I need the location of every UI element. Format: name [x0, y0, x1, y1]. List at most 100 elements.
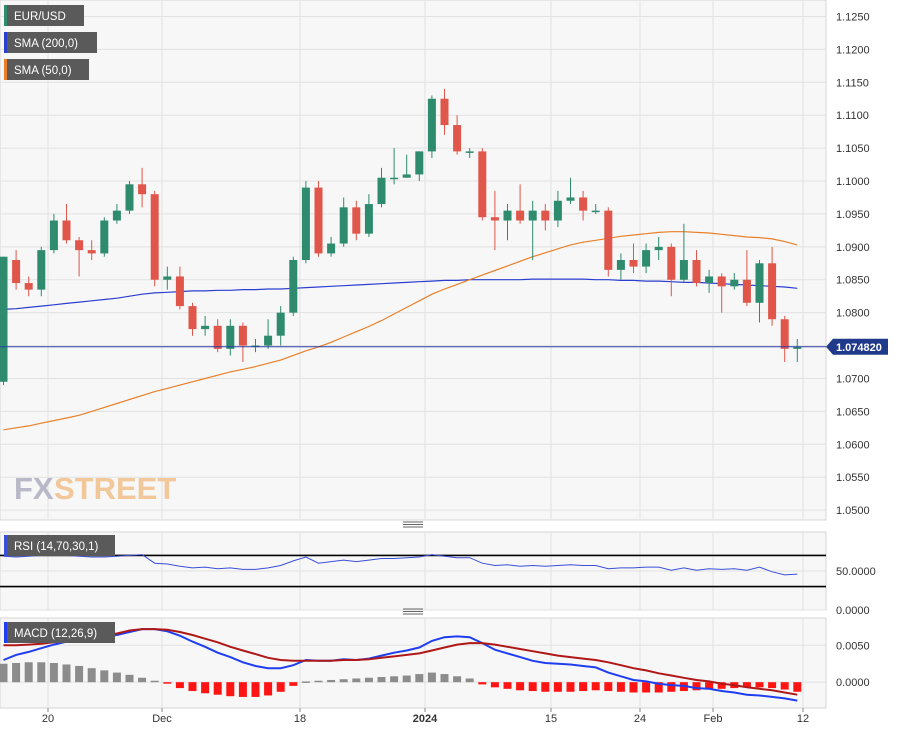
candle-up [390, 148, 399, 185]
candle-body [768, 263, 777, 320]
y-tick-label: 1.0650 [836, 406, 870, 418]
candle-up [112, 204, 121, 224]
macd-histogram-bar [352, 678, 361, 683]
macd-histogram-bar [201, 682, 210, 694]
macd-histogram-bar [163, 682, 172, 684]
x-tick-label: 24 [634, 713, 646, 725]
candle-body [24, 283, 33, 290]
candle-body [377, 177, 386, 205]
y-tick-label: 1.0800 [836, 308, 870, 320]
candle-down [667, 243, 676, 297]
y-tick-label: 50.0000 [836, 566, 876, 578]
legend-symbol-label: EUR/USD [14, 11, 66, 23]
macd-histogram-bar [528, 682, 537, 692]
candle-body [150, 194, 159, 280]
x-tick-label: Feb [704, 713, 723, 725]
candle-down [629, 243, 638, 274]
candle-body [654, 246, 663, 251]
x-axis-labels: 20 Dec 18 2024 15 24 Feb 12 [42, 708, 809, 725]
candle-body [566, 197, 575, 201]
candle-up [301, 181, 310, 264]
main-plot-area [0, 0, 827, 521]
macd-histogram-bar [579, 682, 588, 692]
candle-body [352, 207, 361, 234]
candle-body [12, 260, 21, 284]
candle-body [49, 220, 58, 251]
candle-body [503, 210, 512, 221]
macd-histogram-bar [301, 681, 310, 683]
y-tick-label: 1.0500 [836, 505, 870, 517]
candle-down [768, 246, 777, 326]
macd-histogram-bar [150, 680, 159, 683]
candle-up [339, 197, 348, 247]
candle-up [553, 190, 562, 228]
y-tick-label: 1.1000 [836, 176, 870, 188]
macd-histogram-bar [478, 682, 487, 685]
legend-symbol[interactable]: EUR/USD [4, 5, 84, 26]
macd-histogram-bar [364, 677, 373, 683]
macd-histogram-bar [289, 682, 298, 686]
candle-body [327, 243, 336, 254]
candle-up [730, 273, 739, 290]
candle-body [679, 260, 688, 280]
candle-body [264, 335, 273, 346]
current-price-badge: 1.074820 [826, 338, 888, 355]
y-tick-label: 1.1050 [836, 143, 870, 155]
rsi-pane-resize-handle[interactable] [403, 521, 423, 529]
x-tick-label: Dec [152, 713, 172, 725]
candle-body [780, 319, 789, 349]
candle-body [717, 276, 726, 287]
macd-histogram-bar [125, 674, 134, 683]
macd-histogram-bar [12, 663, 21, 683]
candle-body [213, 325, 222, 349]
candle-up [276, 306, 285, 346]
candle-down [238, 322, 247, 363]
candle-body [112, 210, 121, 221]
macd-histogram-bar [112, 672, 121, 683]
candle-body [364, 204, 373, 234]
candle-body [440, 98, 449, 126]
candle-body [75, 240, 84, 251]
candle-down [12, 250, 21, 290]
candle-down [453, 115, 462, 155]
macd-pane-resize-handle[interactable] [403, 608, 423, 616]
candle-up [566, 177, 575, 205]
candle-up [327, 236, 336, 257]
macd-histogram-bar [37, 662, 46, 683]
y-tick-label: 1.0850 [836, 275, 870, 287]
macd-histogram-bar [654, 682, 663, 693]
legend-macd[interactable]: MACD (12,26,9) [4, 622, 115, 643]
legend-sma200[interactable]: SMA (200,0) [4, 32, 97, 53]
candle-down [175, 266, 184, 310]
macd-histogram-bar [377, 677, 386, 683]
legend-sma50-label: SMA (50,0) [14, 65, 72, 77]
y-tick-label: 1.0900 [836, 242, 870, 254]
macd-histogram-bar [717, 682, 726, 689]
macd-histogram-bar [516, 682, 525, 691]
candle-body [163, 276, 172, 280]
macd-histogram-bar [0, 663, 8, 683]
candle-body [87, 250, 96, 254]
macd-histogram-bar [327, 679, 336, 683]
rsi-line [3, 554, 798, 576]
candle-body [188, 306, 197, 330]
y-tick-label: 0.0000 [836, 605, 870, 617]
candle-up [100, 217, 109, 257]
x-tick-label: 20 [42, 713, 54, 725]
candle-body [730, 279, 739, 287]
candlesticks [0, 88, 802, 386]
candle-body [125, 184, 134, 211]
candle-body [339, 207, 348, 244]
candle-up [226, 319, 235, 356]
legend-rsi[interactable]: RSI (14,70,30,1) [4, 535, 115, 556]
candle-body [402, 174, 411, 178]
candle-down [541, 204, 550, 231]
candle-body [541, 210, 550, 221]
legend-sma50[interactable]: SMA (50,0) [4, 59, 89, 80]
candle-up [705, 269, 714, 293]
y-tick-label: 1.1250 [836, 11, 870, 23]
macd-histogram-bar [75, 665, 84, 683]
candle-up [364, 194, 373, 237]
candle-body [642, 250, 651, 267]
